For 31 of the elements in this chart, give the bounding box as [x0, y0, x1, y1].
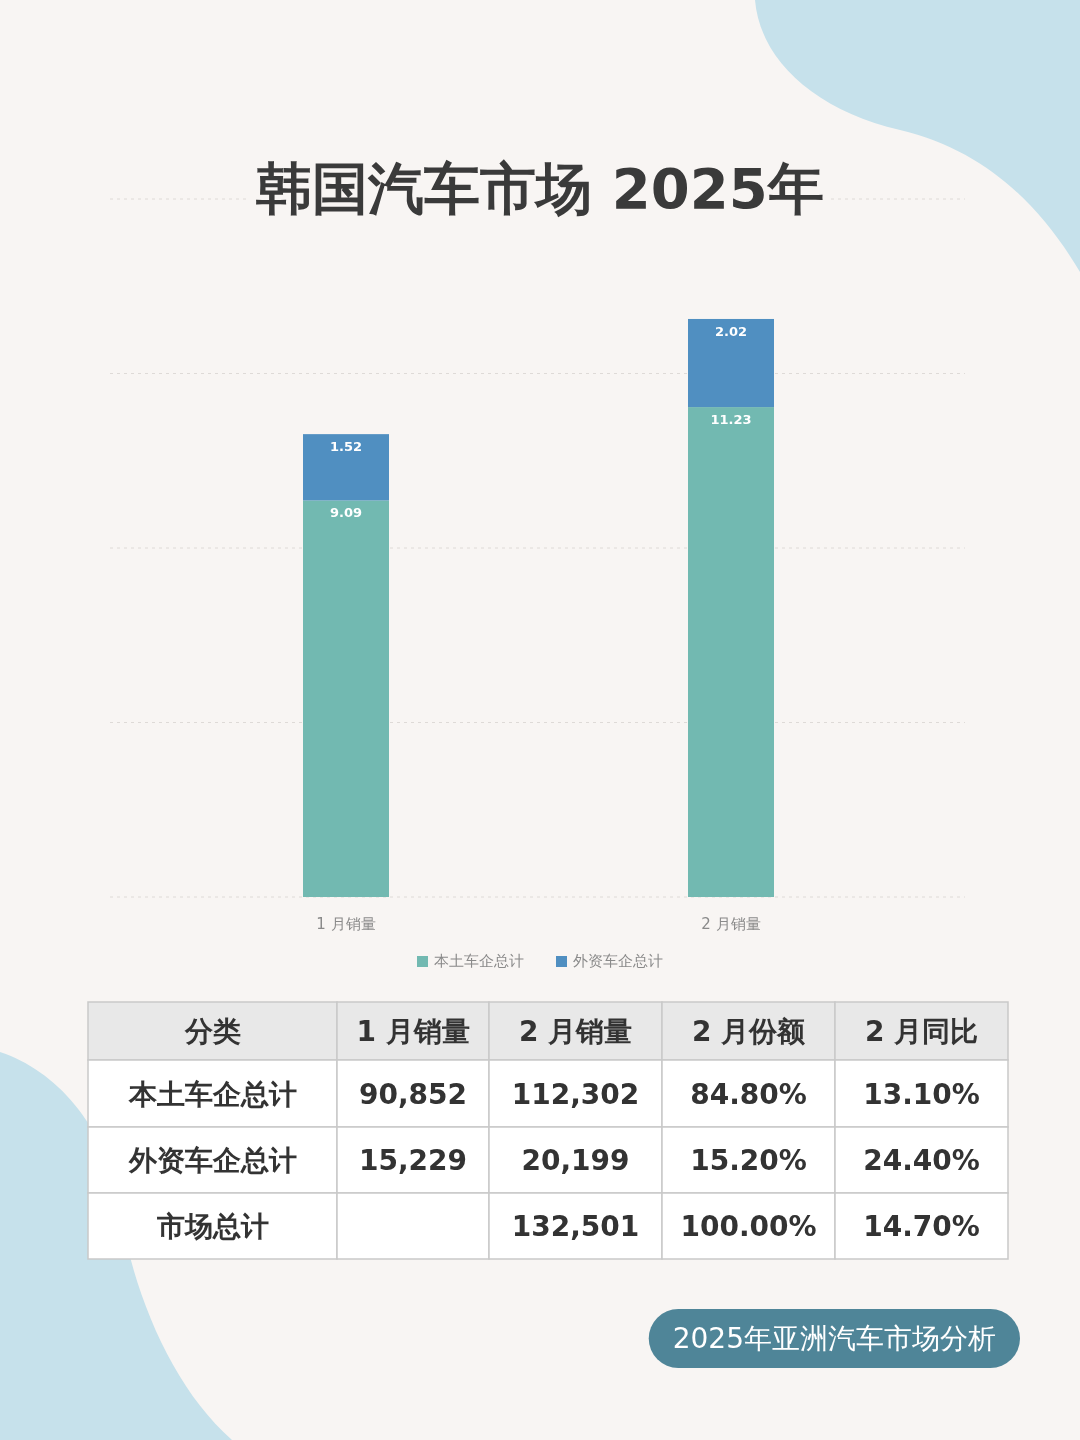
category-label: 2 月同比 — [864, 1015, 979, 1048]
legend-label: 外资车企总计 — [573, 952, 663, 970]
category-label: 外资车企总计 — [128, 1144, 297, 1177]
text: 15.20% — [690, 1144, 807, 1177]
text: 20,199 — [521, 1144, 630, 1177]
text: 132,501 — [511, 1210, 640, 1243]
text: 2025年亚洲汽车市场分析 — [672, 1322, 996, 1355]
data-label: 1.52 — [329, 439, 363, 455]
text: 100.00% — [680, 1210, 817, 1243]
text: 24.40% — [863, 1144, 980, 1177]
chart-title: 韩国汽车市场 2025年 — [255, 156, 824, 221]
text: 13.10% — [863, 1077, 980, 1111]
bar — [688, 318, 774, 408]
text: 14.70% — [863, 1210, 980, 1243]
text: 分类 — [183, 1015, 241, 1048]
data-label: 11.23 — [710, 412, 752, 428]
category-label: 2 月份额 — [691, 1015, 807, 1048]
bar — [303, 500, 389, 897]
text: 112,302 — [511, 1077, 640, 1111]
category-label: 本土车企总计 — [128, 1077, 297, 1111]
category-label: 1 月销量 — [356, 1015, 470, 1048]
legend-label: 本土车企总计 — [434, 952, 524, 970]
bar — [303, 434, 389, 501]
data-label: 2.02 — [714, 323, 748, 339]
text: 90,852 — [358, 1077, 468, 1111]
data-label: 9.09 — [329, 505, 363, 521]
category-label: 2 月销量 — [518, 1015, 633, 1048]
bar — [688, 407, 774, 897]
category-label: 市场总计 — [156, 1210, 269, 1243]
text: 15,229 — [358, 1144, 468, 1177]
text: 84.80% — [690, 1077, 807, 1111]
